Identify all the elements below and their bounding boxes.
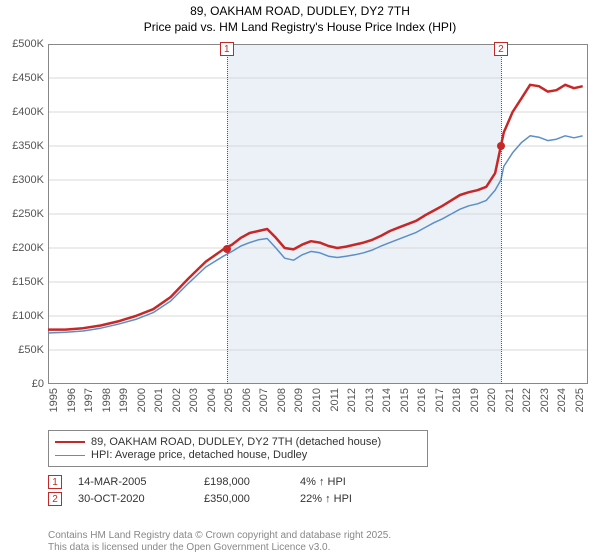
event-marker-box: 2 [48, 492, 62, 506]
y-tick-label: £100K [0, 310, 44, 322]
event-price: £198,000 [204, 476, 284, 488]
x-tick-label: 2018 [451, 388, 463, 412]
event-row: 2 30-OCT-2020 £350,000 22% ↑ HPI [48, 492, 588, 506]
y-tick-label: £0 [0, 378, 44, 390]
x-tick-label: 2012 [346, 388, 358, 412]
x-tick-label: 2024 [556, 388, 568, 412]
legend-color-line [55, 455, 85, 456]
chart-svg [48, 44, 588, 384]
x-tick-label: 2017 [434, 388, 446, 412]
legend-series-row: HPI: Average price, detached house, Dudl… [55, 449, 421, 461]
event-row: 1 14-MAR-2005 £198,000 4% ↑ HPI [48, 475, 588, 489]
x-tick-label: 2010 [311, 388, 323, 412]
marker-label-box: 1 [220, 42, 234, 56]
x-tick-label: 2015 [399, 388, 411, 412]
x-tick-label: 2001 [153, 388, 165, 412]
x-tick-label: 2013 [364, 388, 376, 412]
legend-color-line [55, 441, 85, 443]
x-tick-label: 2002 [171, 388, 183, 412]
x-tick-label: 1995 [48, 388, 60, 412]
x-tick-label: 2025 [574, 388, 586, 412]
legend-series-label: 89, OAKHAM ROAD, DUDLEY, DY2 7TH (detach… [91, 436, 381, 448]
y-tick-label: £250K [0, 208, 44, 220]
x-tick-label: 2019 [469, 388, 481, 412]
event-price: £350,000 [204, 493, 284, 505]
plot-area: £0£50K£100K£150K£200K£250K£300K£350K£400… [48, 44, 588, 384]
x-tick-label: 2021 [504, 388, 516, 412]
x-tick-label: 1998 [101, 388, 113, 412]
x-tick-label: 2005 [223, 388, 235, 412]
marker-line [227, 44, 228, 384]
x-tick-label: 2000 [136, 388, 148, 412]
y-tick-label: £400K [0, 106, 44, 118]
event-date: 14-MAR-2005 [78, 476, 188, 488]
x-tick-label: 2004 [206, 388, 218, 412]
x-tick-label: 2022 [521, 388, 533, 412]
x-tick-label: 2020 [486, 388, 498, 412]
footer-line1: Contains HM Land Registry data © Crown c… [48, 530, 391, 542]
legend-box: 89, OAKHAM ROAD, DUDLEY, DY2 7TH (detach… [48, 430, 588, 509]
legend-series: 89, OAKHAM ROAD, DUDLEY, DY2 7TH (detach… [48, 430, 428, 467]
x-tick-label: 2007 [258, 388, 270, 412]
y-tick-label: £450K [0, 72, 44, 84]
chart-container: 89, OAKHAM ROAD, DUDLEY, DY2 7TH Price p… [0, 0, 600, 560]
x-tick-label: 2011 [329, 388, 341, 412]
x-tick-label: 1996 [66, 388, 78, 412]
legend-series-row: 89, OAKHAM ROAD, DUDLEY, DY2 7TH (detach… [55, 436, 421, 448]
x-tick-label: 1999 [118, 388, 130, 412]
series-line [48, 85, 583, 330]
y-tick-label: £50K [0, 344, 44, 356]
legend-series-label: HPI: Average price, detached house, Dudl… [91, 449, 307, 461]
title-line2: Price paid vs. HM Land Registry's House … [0, 20, 600, 36]
y-tick-label: £200K [0, 242, 44, 254]
footer: Contains HM Land Registry data © Crown c… [48, 530, 391, 554]
x-tick-label: 2014 [381, 388, 393, 412]
event-pct: 4% ↑ HPI [300, 476, 390, 488]
x-tick-label: 1997 [83, 388, 95, 412]
y-tick-label: £150K [0, 276, 44, 288]
marker-dot [223, 245, 231, 253]
marker-line [501, 44, 502, 384]
marker-dot [497, 142, 505, 150]
title-block: 89, OAKHAM ROAD, DUDLEY, DY2 7TH Price p… [0, 0, 600, 35]
y-tick-label: £500K [0, 38, 44, 50]
x-tick-label: 2006 [241, 388, 253, 412]
x-tick-label: 2023 [539, 388, 551, 412]
title-line1: 89, OAKHAM ROAD, DUDLEY, DY2 7TH [0, 4, 600, 20]
footer-line2: This data is licensed under the Open Gov… [48, 542, 391, 554]
x-tick-label: 2016 [416, 388, 428, 412]
event-pct: 22% ↑ HPI [300, 493, 390, 505]
x-tick-label: 2008 [276, 388, 288, 412]
x-tick-label: 2009 [293, 388, 305, 412]
y-tick-label: £300K [0, 174, 44, 186]
x-tick-label: 2003 [188, 388, 200, 412]
y-tick-label: £350K [0, 140, 44, 152]
series-line [48, 136, 583, 333]
event-table: 1 14-MAR-2005 £198,000 4% ↑ HPI 2 30-OCT-2020… [48, 475, 588, 506]
marker-label-box: 2 [494, 42, 508, 56]
event-date: 30-OCT-2020 [78, 493, 188, 505]
event-marker-box: 1 [48, 475, 62, 489]
